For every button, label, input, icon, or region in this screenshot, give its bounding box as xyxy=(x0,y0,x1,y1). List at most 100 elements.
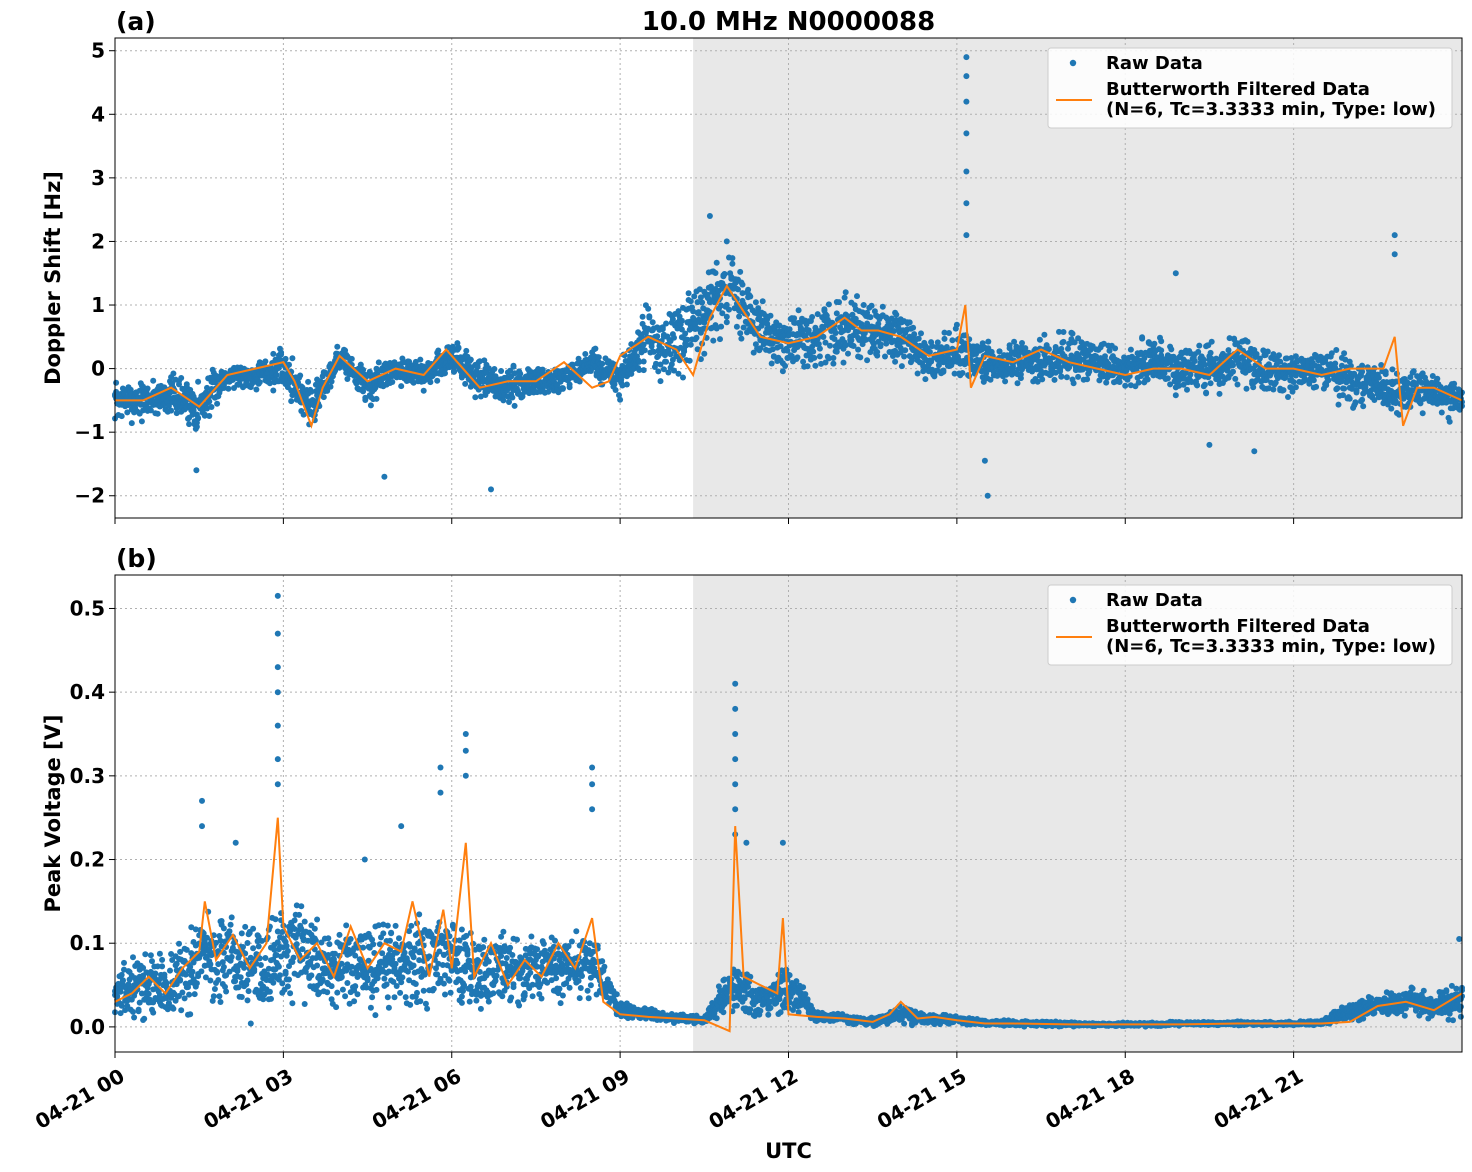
raw-data-point xyxy=(657,361,664,368)
raw-data-point xyxy=(293,941,300,948)
raw-data-point xyxy=(695,309,702,316)
raw-data-point xyxy=(663,358,670,365)
raw-data-point xyxy=(420,387,427,394)
raw-data-point xyxy=(1232,375,1239,382)
raw-data-point xyxy=(370,941,377,948)
raw-data-point xyxy=(708,283,714,290)
raw-data-point xyxy=(723,313,730,320)
raw-data-point xyxy=(391,359,398,366)
raw-data-point xyxy=(1359,396,1366,403)
raw-data-point xyxy=(268,995,274,1002)
raw-data-point xyxy=(1065,345,1071,352)
raw-data-point xyxy=(1060,338,1067,345)
raw-data-point xyxy=(855,346,862,353)
panel-b: 0.00.10.20.30.40.5 04-21 00 04-21 03 04-21… xyxy=(31,544,1465,1134)
raw-data-point xyxy=(326,941,333,948)
raw-data-point xyxy=(825,301,832,308)
raw-data-point xyxy=(402,994,409,1001)
raw-data-point xyxy=(485,958,492,965)
raw-data-point xyxy=(215,977,222,983)
raw-data-point xyxy=(699,299,706,306)
raw-data-point xyxy=(410,379,417,386)
raw-data-point xyxy=(1280,387,1287,394)
raw-data-point xyxy=(480,944,487,951)
raw-data-point xyxy=(384,994,391,1001)
raw-data-point xyxy=(1270,386,1277,393)
raw-data-point xyxy=(854,293,860,300)
raw-data-point xyxy=(298,903,305,910)
raw-data-point xyxy=(1434,375,1441,382)
raw-data-point xyxy=(228,914,235,921)
raw-data-point xyxy=(223,988,230,995)
raw-data-point xyxy=(289,355,296,362)
raw-data-point xyxy=(657,378,664,385)
raw-data-point xyxy=(697,356,704,363)
raw-data-point xyxy=(1391,251,1398,258)
raw-data-point xyxy=(587,982,594,989)
raw-data-point xyxy=(910,324,917,331)
raw-data-point xyxy=(216,993,223,1000)
raw-data-point xyxy=(417,998,424,1005)
raw-data-point xyxy=(810,348,817,355)
raw-data-point xyxy=(272,916,279,923)
raw-data-point xyxy=(442,370,448,377)
raw-data-point xyxy=(576,378,583,385)
raw-data-point xyxy=(241,964,248,971)
raw-data-point xyxy=(420,363,427,370)
raw-data-point xyxy=(860,302,867,308)
raw-data-point xyxy=(498,368,505,374)
raw-data-point xyxy=(367,402,374,409)
raw-data-point xyxy=(1172,270,1179,277)
raw-data-point xyxy=(1194,382,1201,389)
raw-data-point xyxy=(369,994,376,1001)
raw-data-point xyxy=(177,977,184,984)
raw-data-point xyxy=(573,928,580,935)
raw-data-point xyxy=(1335,401,1342,408)
raw-data-point xyxy=(799,326,805,333)
raw-data-point xyxy=(458,999,465,1006)
raw-data-point xyxy=(287,990,294,997)
raw-data-point xyxy=(1360,403,1367,410)
raw-data-point xyxy=(702,316,709,322)
raw-data-point xyxy=(690,308,697,315)
raw-data-point xyxy=(396,935,402,942)
raw-data-point xyxy=(165,394,172,401)
raw-data-point xyxy=(678,317,685,324)
raw-data-point xyxy=(220,964,227,970)
raw-data-point xyxy=(645,305,652,312)
raw-data-point xyxy=(706,213,713,219)
y-tick-label: 3 xyxy=(91,166,105,190)
raw-data-point xyxy=(152,970,159,977)
raw-data-point xyxy=(422,1000,429,1007)
raw-data-point xyxy=(737,268,744,275)
raw-data-point xyxy=(729,255,736,262)
raw-data-point xyxy=(882,353,888,360)
raw-data-point xyxy=(424,1005,431,1012)
raw-data-point xyxy=(170,1005,177,1012)
raw-data-point xyxy=(325,935,332,942)
raw-data-point xyxy=(946,330,952,336)
raw-data-point xyxy=(842,289,849,296)
raw-data-point xyxy=(165,403,172,409)
raw-data-point xyxy=(616,392,622,399)
raw-data-point xyxy=(392,922,399,929)
raw-data-point xyxy=(675,308,682,315)
raw-data-point xyxy=(809,343,816,350)
raw-data-point xyxy=(521,992,528,999)
raw-data-point xyxy=(372,1012,379,1019)
raw-data-point xyxy=(931,373,938,380)
raw-data-point xyxy=(599,360,606,367)
raw-data-point xyxy=(1084,376,1091,383)
raw-data-point xyxy=(566,984,573,991)
raw-data-point xyxy=(650,348,657,355)
raw-data-point xyxy=(176,940,182,947)
raw-data-point xyxy=(257,962,264,968)
raw-data-point xyxy=(1063,374,1070,381)
raw-data-point xyxy=(266,988,273,995)
raw-data-point xyxy=(1438,409,1445,416)
raw-data-point xyxy=(696,286,703,293)
raw-data-point xyxy=(674,325,681,332)
raw-data-point xyxy=(538,995,545,1002)
raw-data-point xyxy=(678,326,685,333)
raw-data-point xyxy=(1375,374,1382,381)
